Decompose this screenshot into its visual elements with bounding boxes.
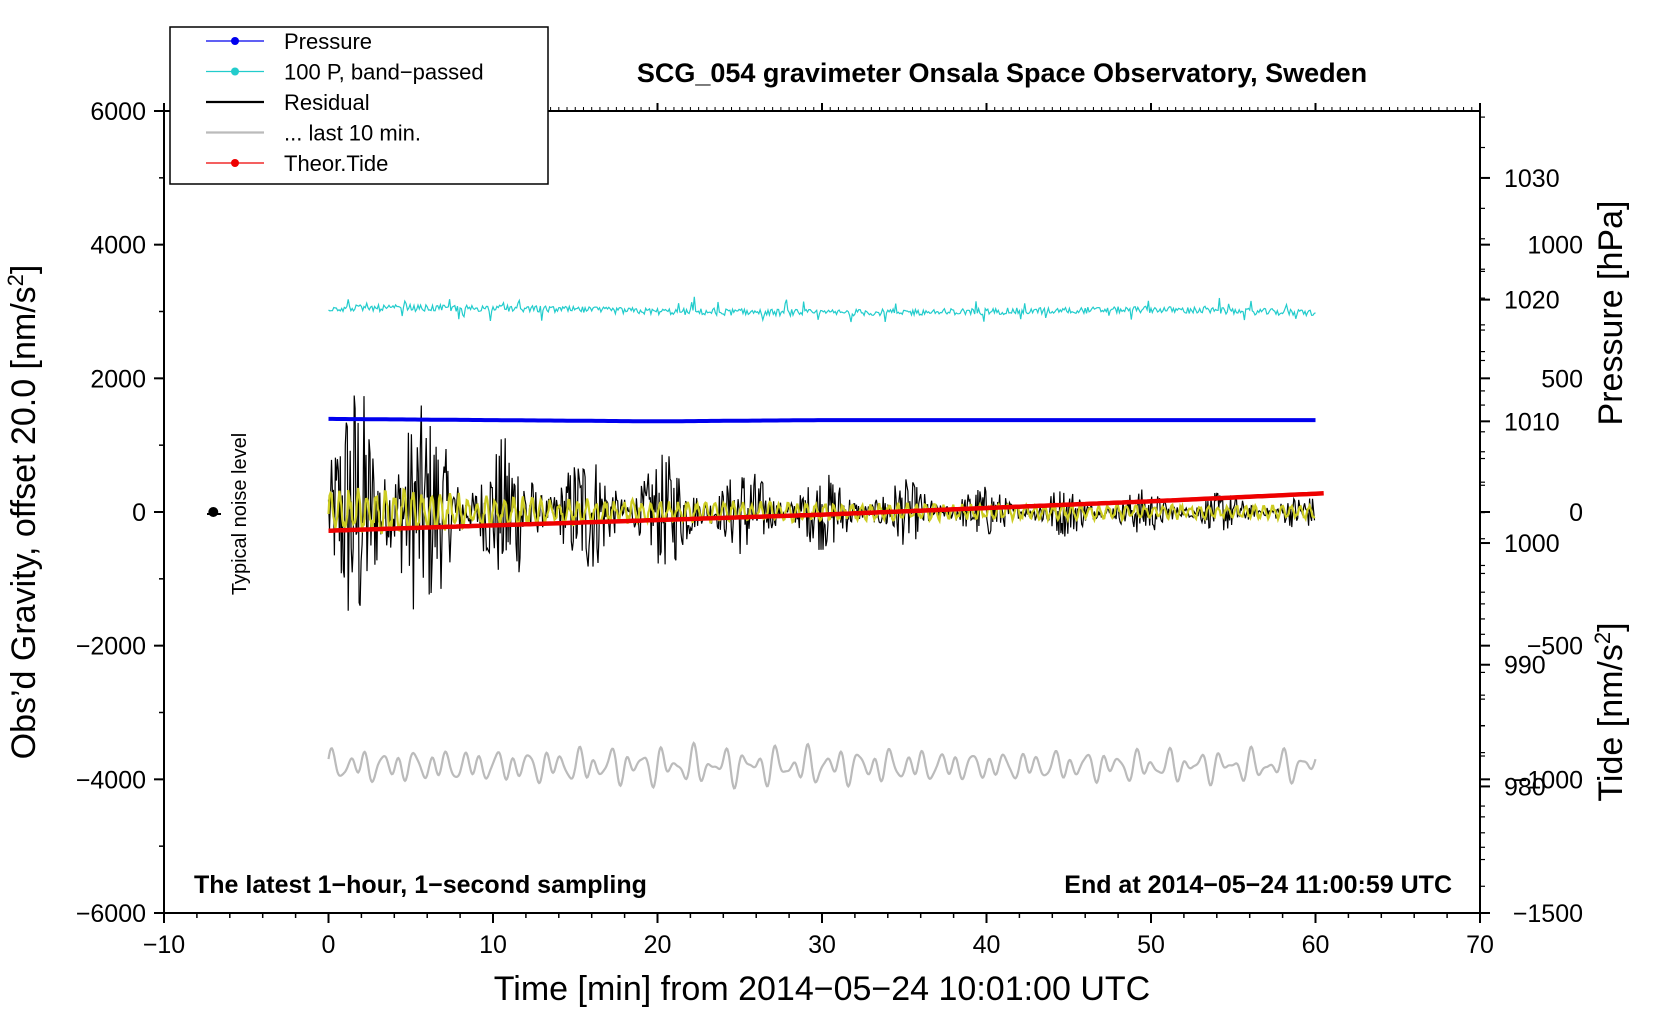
legend-swatch-marker: [231, 67, 239, 76]
annotation-end-time: End at 2014−05−24 11:00:59 UTC: [1064, 871, 1452, 899]
noise-level-marker: [208, 507, 219, 517]
x-tick-label: 60: [1302, 931, 1330, 959]
y-tick-label: 4000: [90, 232, 146, 260]
legend-box: [169, 26, 549, 185]
y-axis-label-main-close: ]: [5, 265, 43, 274]
axis-ticks: [154, 103, 1490, 923]
legend-label: Residual: [284, 90, 370, 115]
y-tick-label: 0: [132, 499, 146, 527]
series-layer: [327, 296, 1324, 790]
pressure-tick-label: 1010: [1504, 408, 1560, 436]
x-tick-label: −10: [143, 931, 185, 959]
y-tick-label: 2000: [90, 365, 146, 393]
pressure-tick-label: 1020: [1504, 287, 1560, 315]
y-tick-label: −6000: [76, 900, 146, 928]
legend-swatch-marker: [231, 37, 239, 45]
chart-title: SCG_054 gravimeter Onsala Space Observat…: [637, 58, 1367, 88]
tide-tick-label: −1000: [1513, 766, 1583, 794]
y-axis-label-main: Obs’d Gravity, offset 20.0 [nm/s2]: [3, 265, 43, 760]
legend: Pressure 100 P, band−passed Residual ... la…: [169, 26, 549, 185]
annotation-sampling: The latest 1−hour, 1−second sampling: [194, 871, 647, 899]
x-axis-label: Time [min] from 2014−05−24 10:01:00 UTC: [494, 970, 1150, 1008]
legend-item: Residual: [206, 90, 370, 115]
tick-labels: −10 0 10 20 30 40 50 60 70−6000−4000−20000200040…: [76, 98, 1583, 959]
pressure-tick-label: 1030: [1504, 165, 1560, 193]
legend-label: Theor.Tide: [284, 151, 388, 176]
legend-item: Theor.Tide: [206, 151, 388, 176]
legend-item: Pressure: [206, 29, 372, 54]
pressure-tick-label: 1000: [1504, 530, 1560, 558]
legend-item: 100 P, band−passed: [206, 60, 484, 85]
legend-label: ... last 10 min.: [284, 121, 421, 146]
pressure-tick-label: 980: [1504, 773, 1546, 801]
series-residual: [327, 395, 1316, 611]
tide-tick-label: −1500: [1513, 900, 1583, 928]
x-tick-label: 10: [479, 931, 507, 959]
legend-label: 100 P, band−passed: [284, 60, 484, 85]
x-tick-label: 20: [644, 931, 672, 959]
y-axis-label-main-sup: 2: [3, 274, 28, 286]
tide-tick-label: 1000: [1527, 232, 1583, 260]
noise-level-indicator: Typical noise level: [207, 433, 251, 595]
noise-level-label: Typical noise level: [229, 433, 251, 595]
y-axis-label-tide-sup: 2: [1590, 632, 1615, 644]
tide-tick-label: −500: [1527, 633, 1583, 661]
pressure-tick-label: 990: [1504, 652, 1546, 680]
y-axis-label-main-text: Obs’d Gravity, offset 20.0 [nm/s: [5, 286, 43, 759]
x-tick-label: 70: [1466, 931, 1494, 959]
y-tick-label: 6000: [90, 98, 146, 126]
tide-tick-label: 500: [1541, 365, 1583, 393]
y-axis-label-pressure: Pressure [hPa]: [1592, 201, 1630, 426]
y-tick-label: −4000: [76, 766, 146, 794]
x-tick-label: 40: [973, 931, 1001, 959]
x-tick-label: 0: [322, 931, 336, 959]
series-band-passed: [328, 296, 1316, 323]
y-tick-label: −2000: [76, 633, 146, 661]
tide-tick-label: 0: [1569, 499, 1583, 527]
y-axis-label-tide-close: ]: [1592, 622, 1630, 631]
series-residual-smoothed: [327, 487, 1316, 534]
x-tick-label: 30: [808, 931, 836, 959]
series-last-10-min: [327, 741, 1317, 790]
y-axis-label-tide-text: Tide [nm/s: [1592, 644, 1630, 801]
legend-item: ... last 10 min.: [206, 121, 421, 146]
series-theor-tide: [328, 491, 1324, 533]
legend-label: Pressure: [284, 29, 372, 54]
y-axis-label-tide: Tide [nm/s2]: [1590, 622, 1630, 801]
legend-swatch-marker: [231, 159, 239, 167]
x-tick-label: 50: [1137, 931, 1165, 959]
series-pressure: [328, 416, 1316, 424]
